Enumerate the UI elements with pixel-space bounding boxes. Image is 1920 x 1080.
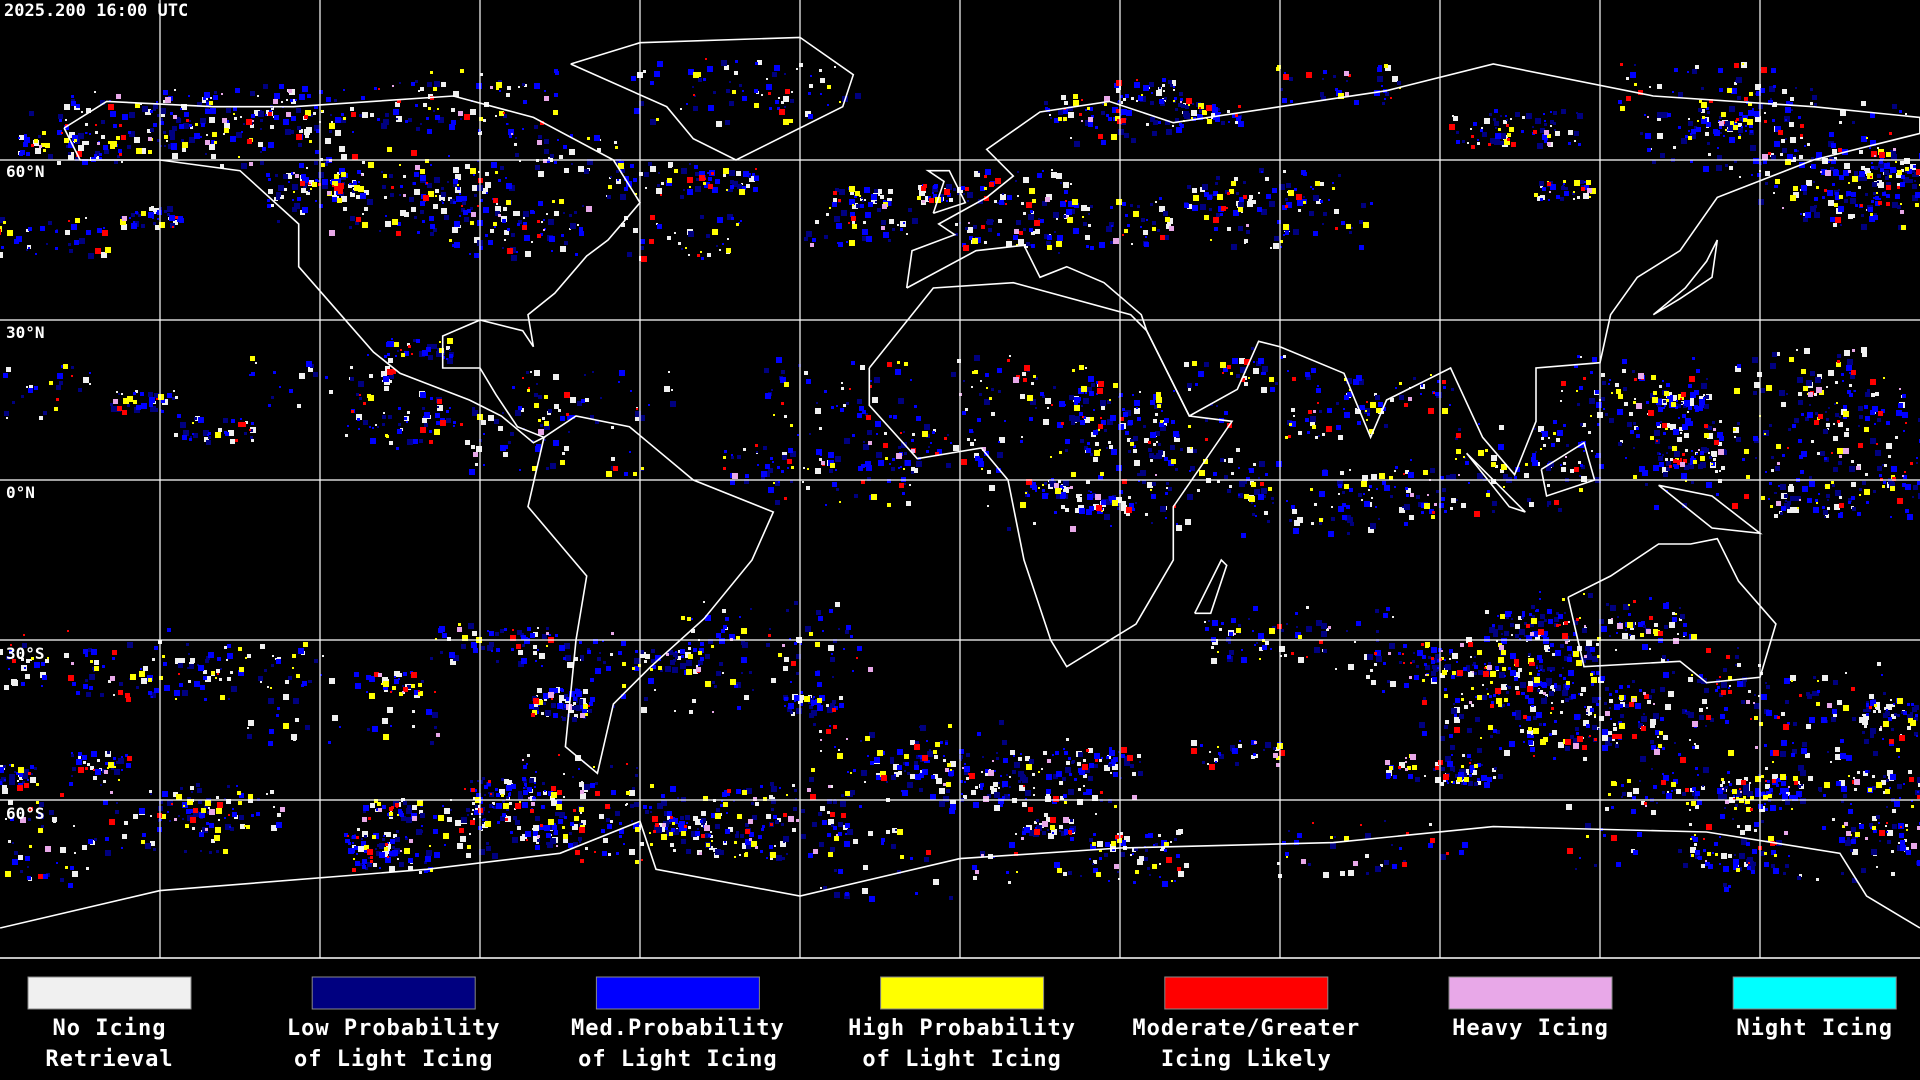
legend-swatch	[595, 976, 760, 1010]
legend-label: of Light Icing	[578, 1047, 777, 1072]
coastline	[1652, 239, 1719, 316]
latitude-label: 60°S	[6, 804, 45, 823]
legend-swatch	[27, 976, 192, 1010]
legend-swatch	[1732, 976, 1897, 1010]
legend-swatch	[1164, 976, 1329, 1010]
legend-label: Moderate/Greater	[1132, 1016, 1360, 1041]
legend: No Icing Retrieval Low Probability of Light…	[27, 976, 1897, 1072]
graticule	[0, 0, 1920, 958]
legend-label: of Light Icing	[862, 1047, 1061, 1072]
coastline	[868, 281, 1234, 668]
legend-label: of Light Icing	[294, 1047, 493, 1072]
legend-label: Retrieval	[45, 1047, 173, 1072]
legend-label: Heavy Icing	[1452, 1016, 1609, 1041]
legend-label: High Probability	[848, 1016, 1076, 1041]
coastline	[905, 63, 1920, 477]
coastline	[1193, 558, 1228, 615]
coastline	[527, 415, 775, 775]
legend-swatch	[311, 976, 476, 1010]
legend-label: No Icing	[53, 1016, 167, 1041]
legend-label: Icing Likely	[1161, 1047, 1332, 1072]
coastline	[1567, 537, 1777, 684]
coastline	[63, 95, 641, 444]
latitude-label: 30°N	[6, 323, 45, 342]
latitude-label: 0°N	[6, 483, 35, 502]
legend-label: Night Icing	[1736, 1016, 1893, 1041]
latitude-label: 30°S	[6, 644, 45, 663]
timestamp: 2025.200 16:00 UTC	[4, 1, 188, 21]
legend-swatch	[880, 976, 1045, 1010]
legend-label: Low Probability	[287, 1016, 501, 1041]
legend-label: Med.Probability	[571, 1016, 785, 1041]
legend-swatch	[1448, 976, 1613, 1010]
coastline	[570, 36, 855, 161]
icing-pixel-group	[0, 60, 1920, 900]
latitude-label: 60°N	[6, 162, 45, 181]
